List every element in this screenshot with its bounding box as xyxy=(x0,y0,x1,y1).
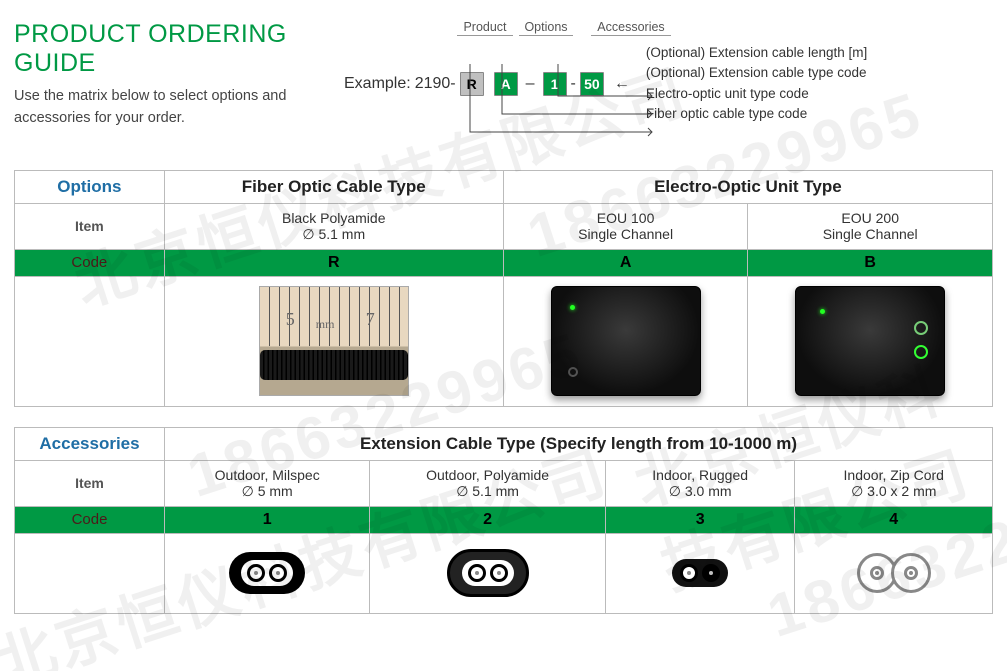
label-product: Product xyxy=(457,20,513,36)
example-column-labels: Product Options Accessories xyxy=(457,20,671,36)
eou100-l1: EOU 100 xyxy=(512,210,740,226)
title-block: PRODUCT ORDERING GUIDE Use the matrix be… xyxy=(14,20,324,130)
ext3-l1: Indoor, Rugged xyxy=(614,467,787,483)
ext3-code: 3 xyxy=(605,506,795,533)
ext2-code: 2 xyxy=(370,506,605,533)
page-subtitle: Use the matrix below to select options a… xyxy=(14,86,324,130)
ext1-l1: Outdoor, Milspec xyxy=(173,467,361,483)
ext1-image xyxy=(165,533,370,613)
device-eou200-image xyxy=(795,286,945,396)
acc-code-label: Code xyxy=(15,506,165,533)
options-item-label: Item xyxy=(15,203,165,249)
legend-line-1: (Optional) Extension cable length [m] xyxy=(646,43,867,63)
ext4-l2: ∅ 3.0 x 2 mm xyxy=(803,483,984,500)
ruler-7: 7 xyxy=(366,309,375,330)
example-connector-lines xyxy=(462,62,1002,152)
ext2-item: Outdoor, Polyamide∅ 5.1 mm xyxy=(370,460,605,506)
fiber-item-l1: Black Polyamide xyxy=(173,210,495,226)
accessories-header: Accessories xyxy=(15,427,165,460)
fiber-code: R xyxy=(164,249,503,276)
eou100-item: EOU 100 Single Channel xyxy=(503,203,748,249)
eou100-code: A xyxy=(503,249,748,276)
options-header: Options xyxy=(15,170,165,203)
ext3-l2: ∅ 3.0 mm xyxy=(614,483,787,500)
fiber-item-l2: ∅ 5.1 mm xyxy=(173,226,495,243)
ext1-l2: ∅ 5 mm xyxy=(173,483,361,500)
ext4-code: 4 xyxy=(795,506,993,533)
eou200-item: EOU 200 Single Channel xyxy=(748,203,993,249)
acc-item-label: Item xyxy=(15,460,165,506)
ext3-item: Indoor, Rugged∅ 3.0 mm xyxy=(605,460,795,506)
options-table: Options Fiber Optic Cable Type Electro-O… xyxy=(14,170,993,407)
acc-img-spacer xyxy=(15,533,165,613)
ext1-code: 1 xyxy=(165,506,370,533)
cable-image xyxy=(260,350,408,380)
header-row: PRODUCT ORDERING GUIDE Use the matrix be… xyxy=(14,20,993,130)
label-accessories: Accessories xyxy=(591,20,671,36)
ext4-l1: Indoor, Zip Cord xyxy=(803,467,984,483)
device-eou100-image xyxy=(551,286,701,396)
eou100-l2: Single Channel xyxy=(512,226,740,242)
fiber-item: Black Polyamide ∅ 5.1 mm xyxy=(164,203,503,249)
ext2-image xyxy=(370,533,605,613)
fiber-section-header: Fiber Optic Cable Type xyxy=(164,170,503,203)
extension-section-header: Extension Cable Type (Specify length fro… xyxy=(165,427,993,460)
label-options: Options xyxy=(519,20,573,36)
page-title: PRODUCT ORDERING GUIDE xyxy=(14,20,324,78)
ext3-image xyxy=(605,533,795,613)
options-code-label: Code xyxy=(15,249,165,276)
eou200-l1: EOU 200 xyxy=(756,210,984,226)
ext2-l2: ∅ 5.1 mm xyxy=(378,483,596,500)
eou200-code: B xyxy=(748,249,993,276)
example-product-code: 2190- xyxy=(415,75,456,93)
eou200-l2: Single Channel xyxy=(756,226,984,242)
ext4-image xyxy=(795,533,993,613)
eou-section-header: Electro-Optic Unit Type xyxy=(503,170,992,203)
options-img-spacer xyxy=(15,276,165,406)
ordering-example: Product Options Accessories Example: 219… xyxy=(344,20,993,130)
ruler-image: 5 mm 7 xyxy=(259,286,409,396)
ext1-item: Outdoor, Milspec∅ 5 mm xyxy=(165,460,370,506)
eou200-image-cell xyxy=(748,276,993,406)
eou100-image-cell xyxy=(503,276,748,406)
accessories-table: Accessories Extension Cable Type (Specif… xyxy=(14,427,993,614)
ext4-item: Indoor, Zip Cord∅ 3.0 x 2 mm xyxy=(795,460,993,506)
example-prefix: Example: xyxy=(344,75,411,93)
ruler-5: 5 xyxy=(286,309,295,330)
ruler-unit: mm xyxy=(316,317,335,332)
fiber-image-cell: 5 mm 7 xyxy=(164,276,503,406)
ext2-l1: Outdoor, Polyamide xyxy=(378,467,596,483)
